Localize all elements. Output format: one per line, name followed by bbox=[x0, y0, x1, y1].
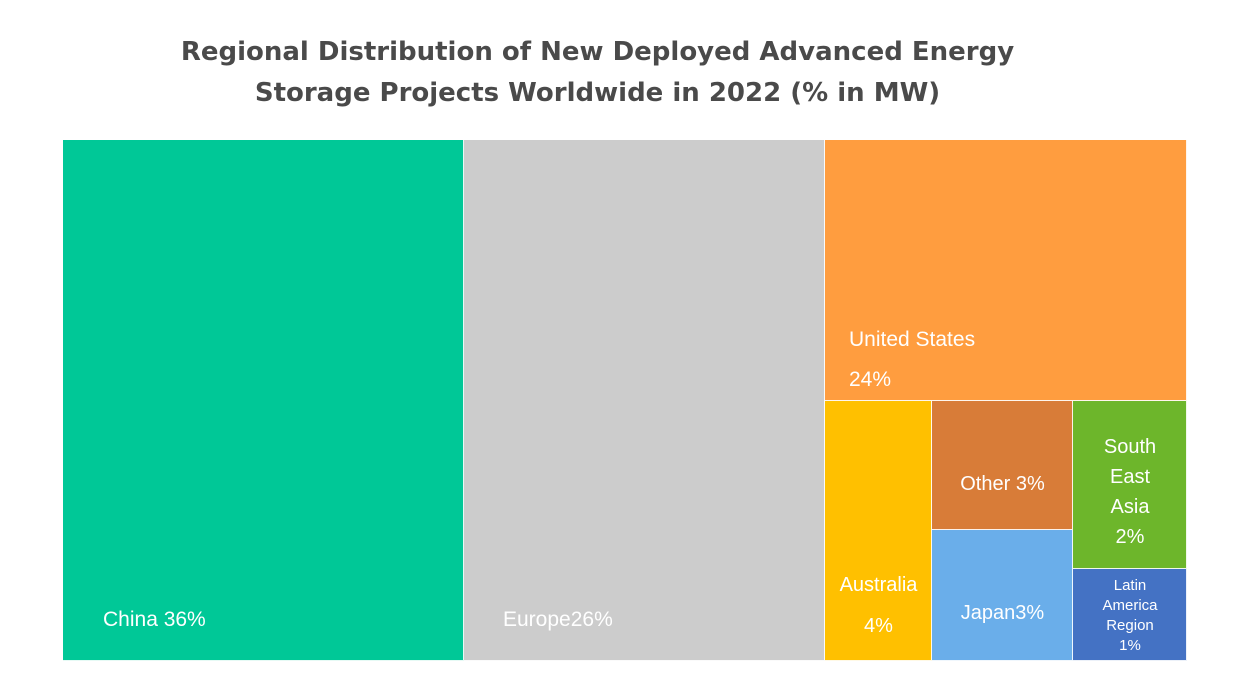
tile-australia: Australia 4% bbox=[825, 401, 932, 661]
tile-united-states: United States 24% bbox=[825, 140, 1187, 401]
tile-australia-label-line-2: 4% bbox=[864, 615, 893, 637]
tile-latin-america-region-label-line-4: 1% bbox=[1119, 637, 1141, 654]
tile-united-states-label: United States 24% bbox=[849, 320, 975, 400]
tile-latin-america-region-label-line-3: Region bbox=[1106, 617, 1154, 634]
tile-japan-label-line: Japan3% bbox=[960, 602, 1045, 624]
tile-japan: Japan3% bbox=[932, 530, 1073, 661]
chart-title-line-1: Regional Distribution of New Deployed Ad… bbox=[180, 37, 1015, 67]
tile-latin-america-region: Latin America Region 1% bbox=[1073, 569, 1187, 661]
tile-other-label: Other 3% bbox=[932, 471, 1073, 498]
tile-united-states-label-line-2: 24% bbox=[849, 368, 892, 391]
chart-title: Regional Distribution of New Deployed Ad… bbox=[0, 32, 1195, 114]
tile-south-east-asia-label-line-2: East bbox=[1109, 466, 1151, 488]
treemap-chart: China 36% Europe26% United States 24% Au… bbox=[63, 140, 1187, 661]
tile-europe-label-line: Europe26% bbox=[503, 608, 613, 631]
tile-other-label-line: Other 3% bbox=[960, 473, 1045, 495]
tile-australia-label: Australia 4% bbox=[825, 565, 932, 647]
tile-china: China 36% bbox=[63, 140, 464, 661]
tile-latin-america-region-label: Latin America Region 1% bbox=[1073, 576, 1187, 656]
tile-japan-label: Japan3% bbox=[932, 600, 1073, 627]
tile-united-states-label-line-1: United States bbox=[849, 328, 976, 351]
tile-south-east-asia-label-line-3: Asia bbox=[1110, 496, 1150, 518]
tile-latin-america-region-label-line-1: Latin bbox=[1113, 577, 1147, 594]
tile-other: Other 3% bbox=[932, 401, 1073, 530]
tile-china-label: China 36% bbox=[103, 606, 206, 634]
chart-title-line-2: Storage Projects Worldwide in 2022 (% in… bbox=[254, 78, 941, 108]
tile-europe-label: Europe26% bbox=[503, 606, 613, 634]
tile-south-east-asia-label-line-4: 2% bbox=[1115, 526, 1145, 548]
tile-china-label-line: China 36% bbox=[103, 608, 206, 631]
tile-south-east-asia: South East Asia 2% bbox=[1073, 401, 1187, 569]
tile-australia-label-line-1: Australia bbox=[839, 574, 918, 596]
tile-south-east-asia-label: South East Asia 2% bbox=[1073, 432, 1187, 552]
tile-europe: Europe26% bbox=[464, 140, 825, 661]
tile-south-east-asia-label-line-1: South bbox=[1103, 436, 1157, 458]
tile-latin-america-region-label-line-2: America bbox=[1102, 597, 1158, 614]
